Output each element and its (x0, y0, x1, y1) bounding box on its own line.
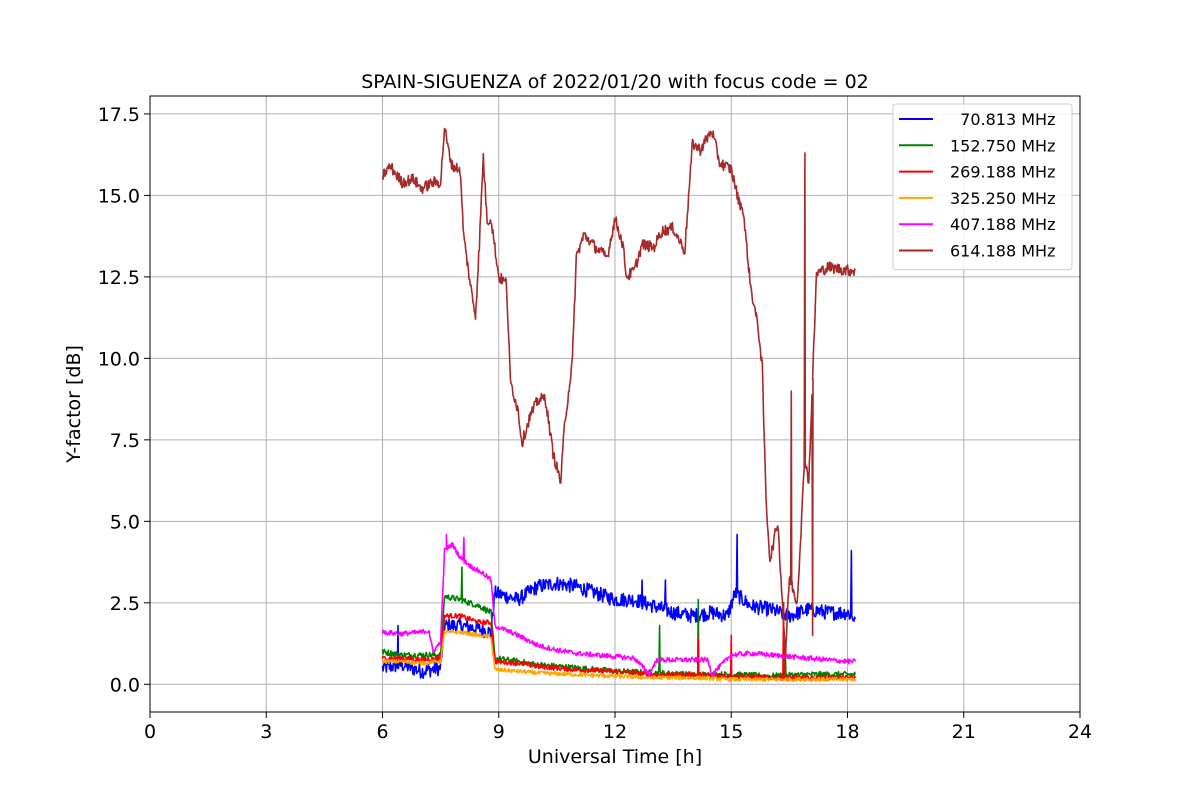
y-tick-label: 12.5 (98, 267, 140, 289)
x-tick-label: 18 (835, 721, 859, 743)
grid (149, 96, 1081, 712)
legend-label: 269.188 MHz (950, 163, 1055, 182)
y-tick-label: 7.5 (110, 430, 140, 452)
series-lines (381, 127, 857, 683)
legend-label: 325.250 MHz (950, 189, 1055, 208)
y-axis-title: Y-factor [dB] (63, 345, 85, 464)
x-axis-title: Universal Time [h] (528, 746, 702, 768)
series-line-4 (381, 533, 857, 678)
series-line-5 (381, 127, 857, 658)
legend-label: 614.188 MHz (950, 242, 1055, 261)
y-tick-label: 10.0 (98, 348, 140, 370)
x-tick-label: 15 (719, 721, 743, 743)
legend-label: 152.750 MHz (950, 136, 1055, 155)
legend-label: 407.188 MHz (950, 215, 1055, 234)
y-tick-label: 17.5 (98, 104, 140, 126)
x-tick-label: 3 (260, 721, 272, 743)
legend: 70.813 MHz 152.750 MHz 269.188 MHz 325.250 … (892, 103, 1073, 271)
x-tick-label: 9 (493, 721, 505, 743)
y-tick-label: 5.0 (110, 511, 140, 533)
x-tick-label: 21 (952, 721, 976, 743)
x-tick-label: 0 (144, 721, 156, 743)
x-tick-label: 12 (603, 721, 627, 743)
series-line-3 (381, 629, 857, 683)
legend-box (892, 103, 1073, 271)
y-tick-label: 2.5 (110, 593, 140, 615)
y-tick-label: 0.0 (110, 674, 140, 696)
legend-label: 70.813 MHz (950, 110, 1055, 129)
y-axis: 0.0 2.5 5.0 7.5 10.0 12.5 15.0 17.5 (98, 104, 150, 696)
series-line-0 (381, 533, 857, 679)
x-tick-label: 6 (376, 721, 388, 743)
chart-title: SPAIN-SIGUENZA of 2022/01/20 with focus … (361, 71, 869, 93)
x-axis: 0 3 6 9 12 15 18 21 24 (144, 712, 1092, 743)
x-tick-label: 24 (1068, 721, 1092, 743)
y-tick-label: 15.0 (98, 185, 140, 207)
